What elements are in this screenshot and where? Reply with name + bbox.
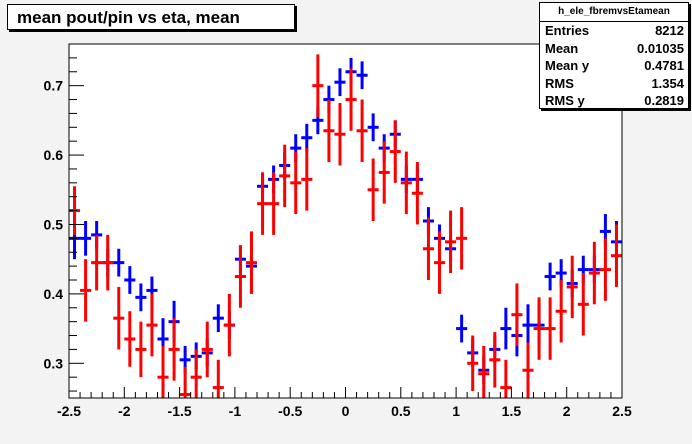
x-tick-label: 0.5 [391,403,411,419]
y-tick-label: 0.4 [44,286,64,302]
stats-label: RMS y [545,93,585,108]
chart-title-text: mean pout/pin vs eta, mean [17,8,240,27]
stats-label: Entries [545,23,590,38]
x-tick-label: 1 [452,403,460,419]
x-tick-label: 2.5 [612,403,632,419]
stats-label: RMS [545,75,574,91]
x-tick-label: 1.5 [502,403,522,419]
x-tick-label: -0.5 [278,403,302,419]
stats-label: Mean y [545,58,590,73]
stats-histogram-name: h_ele_fbremvsEtamean [540,3,688,22]
chart-title: mean pout/pin vs eta, mean [7,4,295,30]
x-tick-label: -2.5 [57,403,81,419]
y-tick-label: 0.5 [44,216,64,232]
stats-value: 0.2819 [644,93,684,108]
x-tick-label: 0 [342,403,350,419]
x-tick-label: -1.5 [168,403,192,419]
stats-value: 8212 [655,23,684,38]
stats-value: 1.354 [651,75,684,91]
stats-row-entries: Entries 8212 [540,22,688,40]
stats-label: Mean [545,40,579,56]
stats-value: 0.4781 [644,58,684,73]
x-tick-label: -1 [229,403,242,419]
stats-value: 0.01035 [637,40,684,56]
stats-row-mean: Mean 0.01035 [540,40,688,58]
y-tick-label: 0.7 [44,78,64,94]
stats-row-rms: RMS 1.354 [540,75,688,93]
x-tick-label: -2 [118,403,131,419]
stats-row-mean-y: Mean y 0.4781 [540,57,688,75]
stats-row-rms-y: RMS y 0.2819 [540,92,688,110]
y-tick-label: 0.3 [44,355,64,371]
stats-box: h_ele_fbremvsEtamean Entries 8212 Mean 0… [539,2,689,109]
x-tick-label: 2 [563,403,571,419]
y-tick-label: 0.6 [44,147,64,163]
